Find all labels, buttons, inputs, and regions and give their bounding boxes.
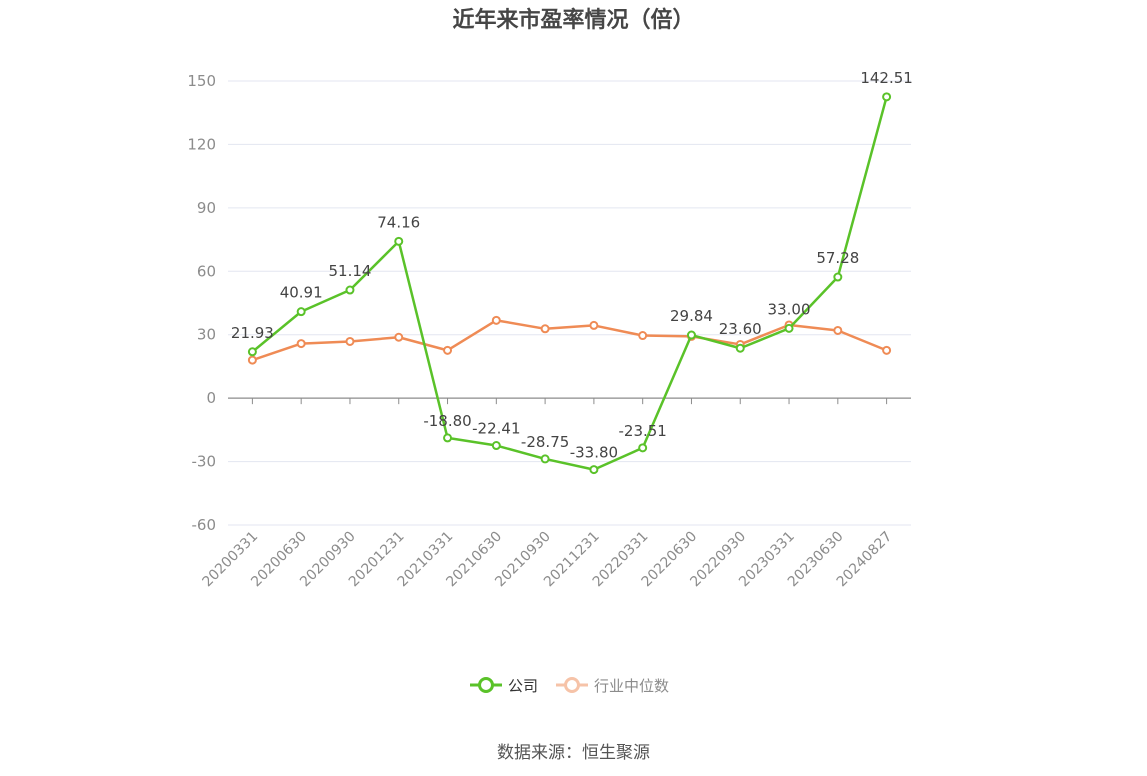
data-point-industry-median[interactable] xyxy=(491,315,501,325)
data-point-company[interactable] xyxy=(394,236,404,246)
data-point-company[interactable] xyxy=(735,343,745,353)
y-tick-label: 30 xyxy=(197,326,216,344)
data-label-company: -18.80 xyxy=(423,412,471,430)
data-point-company[interactable] xyxy=(686,330,696,340)
y-tick-label: 150 xyxy=(187,72,216,90)
data-point-company[interactable] xyxy=(491,441,501,451)
source-note: 数据来源：恒生聚源 xyxy=(497,743,650,763)
y-tick-label: -30 xyxy=(192,453,217,471)
y-tick-label: 90 xyxy=(197,199,216,217)
data-label-company: 29.84 xyxy=(670,307,713,325)
data-point-company[interactable] xyxy=(784,323,794,333)
data-label-company: 74.16 xyxy=(377,213,420,231)
data-point-industry-median[interactable] xyxy=(296,339,306,349)
data-label-company: 57.28 xyxy=(816,249,859,267)
data-point-industry-median[interactable] xyxy=(345,336,355,346)
data-label-company: -33.80 xyxy=(570,444,618,462)
data-label-company: -23.51 xyxy=(618,422,666,440)
data-label-company: 142.51 xyxy=(860,69,913,87)
chart-title: 近年来市盈率情况（倍） xyxy=(452,8,695,33)
y-tick-label: 0 xyxy=(206,389,216,407)
data-point-company[interactable] xyxy=(833,272,843,282)
series-lines xyxy=(247,92,892,475)
axes: 1501209060300-30-60202003312020063020200… xyxy=(187,72,911,590)
data-point-industry-median[interactable] xyxy=(638,331,648,341)
legend-line-circle-icon xyxy=(556,677,588,693)
data-point-company[interactable] xyxy=(296,307,306,317)
data-point-industry-median[interactable] xyxy=(540,324,550,334)
data-point-company[interactable] xyxy=(882,92,892,102)
legend-line-circle-icon xyxy=(470,677,502,693)
data-label-company: 40.91 xyxy=(280,284,323,302)
data-label-company: -22.41 xyxy=(472,420,520,438)
data-label-company: 21.93 xyxy=(231,324,274,342)
data-point-industry-median[interactable] xyxy=(882,345,892,355)
data-point-industry-median[interactable] xyxy=(394,332,404,342)
data-label-company: 51.14 xyxy=(328,262,371,280)
data-labels: 21.93 40.91 51.14 74.16 -18.80 -22.41-28.75-3… xyxy=(231,69,913,462)
y-tick-label: -60 xyxy=(192,516,217,534)
data-point-company[interactable] xyxy=(589,465,599,475)
legend-item-industry-median[interactable]: 行业中位数 xyxy=(556,673,669,697)
legend-item-company[interactable]: 公司 xyxy=(470,673,538,697)
legend: 公司 行业中位数 xyxy=(0,673,1147,697)
y-tick-label: 120 xyxy=(187,135,216,153)
data-point-industry-median[interactable] xyxy=(589,320,599,330)
series-line-company xyxy=(251,96,888,471)
y-tick-label: 60 xyxy=(197,262,216,280)
data-point-company[interactable] xyxy=(540,454,550,464)
data-label-company: 23.60 xyxy=(719,320,762,338)
data-label-company: 33.00 xyxy=(768,300,811,318)
data-point-company[interactable] xyxy=(345,285,355,295)
data-point-company[interactable] xyxy=(443,433,453,443)
legend-label-industry-median: 行业中位数 xyxy=(594,676,670,695)
legend-label-company: 公司 xyxy=(508,676,539,695)
data-point-industry-median[interactable] xyxy=(833,325,843,335)
data-point-company[interactable] xyxy=(638,443,648,453)
data-label-company: -28.75 xyxy=(521,433,569,451)
data-point-industry-median[interactable] xyxy=(443,345,453,355)
series-line-industry-median xyxy=(251,319,888,362)
data-point-industry-median[interactable] xyxy=(247,355,257,365)
data-point-company[interactable] xyxy=(247,347,257,357)
grid-lines xyxy=(228,80,911,526)
